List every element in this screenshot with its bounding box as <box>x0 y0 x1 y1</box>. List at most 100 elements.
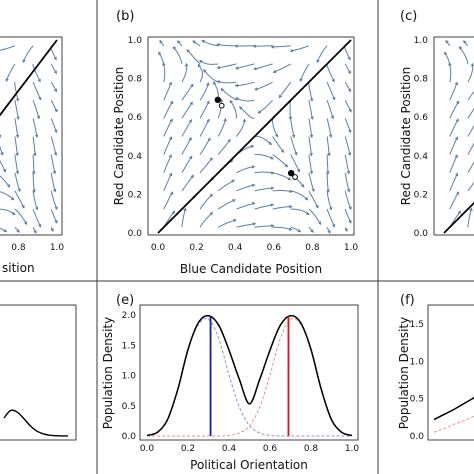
streamline <box>0 191 14 201</box>
fixed-point <box>214 96 222 104</box>
streamline-arrow <box>184 62 189 67</box>
streamline <box>449 191 460 210</box>
streamline <box>32 100 40 119</box>
streamline <box>344 63 351 74</box>
streamline-arrow <box>462 40 467 44</box>
streamline <box>32 190 38 210</box>
y-tick-label: 1.0 <box>128 36 143 46</box>
panel-b-plot: 0.0 0.2 0.4 0.6 0.8 1.0 0.0 0.2 0.4 0.6 0.8 1.0 Bl… <box>112 36 358 276</box>
x-tick-label: 0.6 <box>263 444 278 454</box>
y-tick-label: 0.0 <box>128 229 143 239</box>
streamline-arrow <box>53 188 57 193</box>
streamline <box>32 81 42 100</box>
streamline-arrow <box>233 218 237 223</box>
open-point <box>218 102 225 109</box>
x-tick-label: 0.0 <box>140 444 155 454</box>
streamline <box>467 161 474 174</box>
streamline-arrow <box>33 230 37 234</box>
streamline-arrow <box>159 39 163 44</box>
streamline-arrow <box>289 205 293 209</box>
streamline <box>290 136 298 155</box>
streamline <box>272 136 284 153</box>
streamline-arrow <box>197 63 201 68</box>
streamline <box>181 175 194 192</box>
streamline-arrow <box>287 177 292 181</box>
streamline <box>50 154 56 174</box>
streamline-arrow <box>455 136 459 140</box>
streamline-arrow <box>22 59 26 64</box>
streamline <box>316 45 328 63</box>
streamline-arrow <box>38 96 42 101</box>
streamline-arrow <box>170 191 174 195</box>
panel-c-ylabel: Red Candidate Position <box>399 67 413 206</box>
streamline <box>0 227 7 233</box>
streamline-arrow <box>252 222 257 226</box>
x-tick-label: 1.0 <box>345 444 360 454</box>
streamline-arrow <box>53 152 58 156</box>
streamline-arrow <box>169 136 173 140</box>
streamline <box>217 80 237 84</box>
streamline <box>235 81 255 87</box>
streamline-arrow <box>327 230 331 234</box>
panel-f-y-ticks: 0.0 0.5 1.0 1.5 <box>410 320 425 442</box>
streamline-arrow <box>297 168 301 173</box>
streamline <box>14 190 25 208</box>
x-tick-label: 0.8 <box>11 243 26 253</box>
streamline <box>163 136 172 155</box>
y-tick-label: 1.0 <box>414 36 429 46</box>
streamline-arrow <box>346 170 351 175</box>
streamline <box>181 156 193 174</box>
streamline <box>299 63 310 82</box>
streamline-arrow <box>209 211 214 216</box>
streamline-arrow <box>36 115 41 120</box>
streamline <box>50 208 58 223</box>
panel-c-diagonal <box>443 201 474 234</box>
streamline-arrow <box>456 191 460 195</box>
streamline-arrow <box>207 137 211 141</box>
streamline <box>217 43 237 47</box>
streamline-arrow <box>16 98 20 102</box>
streamline-arrow <box>52 170 57 175</box>
streamline <box>308 100 313 120</box>
streamline <box>272 154 288 168</box>
streamline-arrow <box>315 205 319 209</box>
streamline-arrow <box>186 49 190 53</box>
streamline <box>236 184 255 192</box>
streamline <box>254 154 274 160</box>
y-tick-label: 0.8 <box>128 75 143 85</box>
streamline <box>449 101 460 119</box>
streamline <box>199 60 219 65</box>
streamline-arrow <box>458 46 463 50</box>
panel-d-plot <box>0 304 77 441</box>
streamline-arrow <box>38 224 42 228</box>
streamline <box>344 208 352 223</box>
streamline <box>181 137 192 155</box>
streamline <box>159 40 165 47</box>
streamline-arrow <box>289 49 294 53</box>
panel-a-xlabel: sition <box>2 261 35 275</box>
x-tick-label: 0.2 <box>189 243 203 253</box>
panel-b-ylabel: Red Candidate Position <box>112 67 126 206</box>
y-tick-label: 0.6 <box>128 113 143 123</box>
streamline <box>273 63 292 73</box>
streamline-arrow <box>35 206 39 211</box>
streamline <box>467 90 474 101</box>
y-tick-label: 1.5 <box>410 320 424 330</box>
streamline-arrow <box>252 44 257 48</box>
streamline-arrow <box>17 188 21 193</box>
streamline-arrow <box>216 43 220 47</box>
streamline <box>271 45 291 48</box>
streamline-arrow <box>348 220 352 224</box>
panel-label-c: (c) <box>400 9 417 24</box>
streamline <box>163 101 174 119</box>
streamline <box>181 119 192 137</box>
streamline <box>344 81 351 92</box>
streamline <box>32 63 41 82</box>
streamline <box>344 136 351 156</box>
streamline-arrow <box>192 40 196 44</box>
streamline-arrow <box>35 134 39 138</box>
streamline <box>467 181 474 192</box>
streamline-arrow <box>3 168 7 173</box>
streamline-arrow <box>270 186 275 190</box>
streamline-arrow <box>251 202 256 206</box>
